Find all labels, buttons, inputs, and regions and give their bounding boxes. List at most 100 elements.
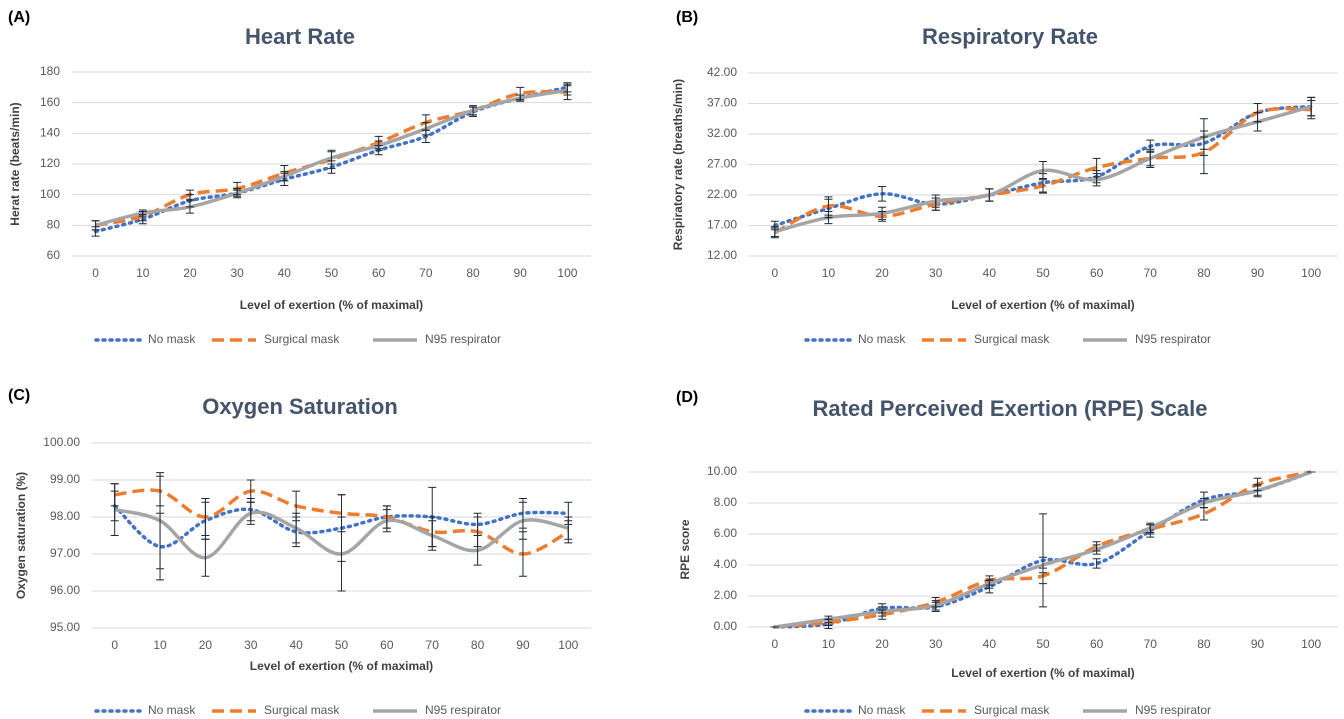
y-tick-label: 17.00 [707, 218, 737, 232]
y-tick-label: 80 [47, 218, 61, 232]
error-bar [337, 516, 346, 592]
error-bar [1092, 173, 1101, 187]
x-axis-title: Level of exertion (% of maximal) [951, 666, 1134, 680]
y-tick-label: 60 [47, 248, 61, 262]
legend-label: Surgical mask [974, 703, 1050, 717]
y-tick-label: 97.00 [50, 546, 80, 560]
y-tick-label: 8.00 [714, 495, 738, 509]
x-tick-label: 20 [875, 266, 889, 280]
x-tick-label: 70 [426, 638, 440, 652]
chart-title: Oxygen Saturation [202, 394, 398, 419]
legend-label: N95 respirator [1135, 332, 1211, 346]
error-bar [280, 171, 289, 182]
x-tick-label: 0 [771, 266, 778, 280]
x-tick-label: 60 [380, 638, 394, 652]
x-tick-label: 70 [419, 266, 433, 280]
error-bar [91, 220, 100, 231]
error-bar [233, 189, 242, 197]
error-bar [770, 226, 779, 237]
error-bar [138, 209, 147, 217]
x-tick-label: 100 [557, 266, 577, 280]
y-axis-title: Respiratory rate (breaths/min) [671, 79, 685, 250]
legend-label: No mask [858, 332, 906, 346]
chart-title: Heart Rate [245, 24, 355, 49]
x-axis-title: Level of exertion (% of maximal) [951, 298, 1134, 312]
x-tick-label: 60 [1090, 637, 1104, 651]
y-tick-label: 32.00 [707, 126, 737, 140]
error-bar [421, 122, 430, 136]
error-bar [1253, 485, 1262, 496]
y-tick-label: 12.00 [707, 248, 737, 262]
x-tick-label: 40 [983, 266, 997, 280]
x-tick-label: 50 [1036, 266, 1050, 280]
legend-label: N95 respirator [425, 332, 501, 346]
legend-label: N95 respirator [1135, 703, 1211, 717]
x-tick-label: 0 [111, 638, 118, 652]
x-tick-label: 0 [771, 637, 778, 651]
error-bar [201, 538, 210, 577]
error-bar [1307, 96, 1316, 117]
error-bar [878, 185, 887, 202]
legend-label: Surgical mask [264, 703, 340, 717]
y-tick-label: 99.00 [50, 472, 80, 486]
x-tick-label: 100 [1301, 637, 1321, 651]
y-tick-label: 160 [40, 95, 60, 109]
y-axis-title: Oxygen saturation (%) [14, 472, 28, 599]
y-tick-label: 96.00 [50, 583, 80, 597]
error-bar [878, 206, 887, 220]
error-bar [156, 472, 165, 570]
error-bar [110, 483, 119, 536]
x-tick-label: 30 [230, 266, 244, 280]
error-bar [931, 194, 940, 208]
x-tick-label: 40 [289, 638, 303, 652]
error-bar [374, 140, 383, 151]
legend-label: No mask [148, 703, 196, 717]
x-tick-label: 80 [1197, 637, 1211, 651]
chart-title: Rated Perceived Exertion (RPE) Scale [813, 396, 1208, 421]
x-tick-label: 100 [1301, 266, 1321, 280]
error-bar [201, 498, 210, 536]
y-tick-label: 100.00 [43, 435, 80, 449]
x-tick-label: 80 [471, 638, 485, 652]
x-axis-title: Level of exertion (% of maximal) [240, 298, 423, 312]
x-tick-label: 40 [278, 266, 292, 280]
y-tick-label: 0.00 [714, 619, 738, 633]
error-bar [985, 578, 994, 589]
error-bar [473, 535, 482, 566]
y-tick-label: 27.00 [707, 157, 737, 171]
error-bar [246, 501, 255, 525]
x-tick-label: 10 [822, 637, 836, 651]
error-bar [563, 85, 572, 96]
y-tick-label: 98.00 [50, 509, 80, 523]
error-bar [518, 501, 527, 540]
y-tick-label: 6.00 [714, 526, 738, 540]
error-bar [824, 615, 833, 623]
legend-label: N95 respirator [425, 703, 501, 717]
x-tick-label: 80 [1197, 266, 1211, 280]
error-bar [185, 189, 194, 200]
x-tick-label: 20 [875, 637, 889, 651]
error-bar [1092, 544, 1101, 555]
y-tick-label: 2.00 [714, 588, 738, 602]
panel-label: (A) [8, 9, 30, 26]
error-bar [185, 200, 194, 214]
error-bar [878, 606, 887, 617]
x-tick-label: 70 [1144, 637, 1158, 651]
x-tick-label: 90 [1251, 637, 1265, 651]
y-tick-label: 42.00 [707, 65, 737, 79]
x-tick-label: 30 [929, 266, 943, 280]
x-tick-label: 50 [1036, 637, 1050, 651]
error-bar [564, 516, 573, 540]
error-bar [292, 512, 301, 544]
y-tick-label: 180 [40, 64, 60, 78]
error-bar [1092, 558, 1101, 569]
y-tick-label: 22.00 [707, 187, 737, 201]
x-tick-label: 30 [929, 637, 943, 651]
x-tick-label: 80 [466, 266, 480, 280]
x-tick-label: 100 [558, 638, 578, 652]
y-tick-label: 120 [40, 156, 60, 170]
legend-label: Surgical mask [264, 332, 340, 346]
x-tick-label: 10 [822, 266, 836, 280]
error-bar [824, 210, 833, 225]
